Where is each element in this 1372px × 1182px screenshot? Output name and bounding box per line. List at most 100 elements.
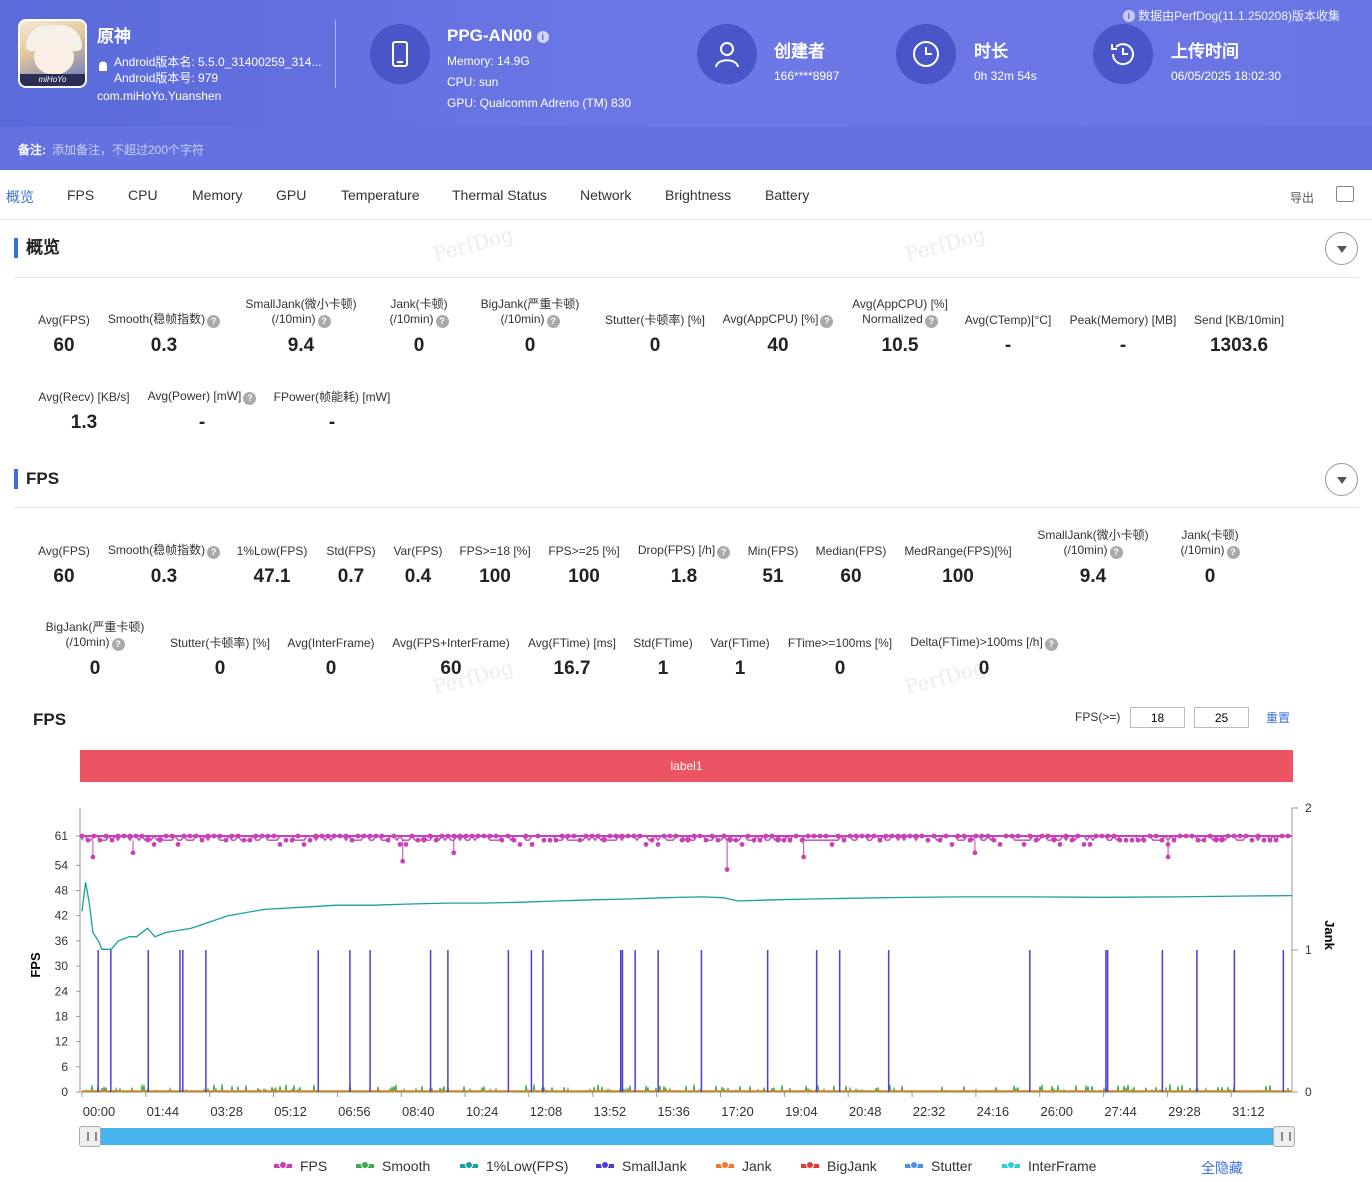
fps-point bbox=[79, 833, 85, 839]
fps-point bbox=[727, 837, 733, 843]
metric-value: 100 bbox=[479, 566, 511, 587]
help-icon[interactable]: ? bbox=[1226, 546, 1240, 559]
hide-all-button[interactable]: 全隐藏 bbox=[1201, 1160, 1243, 1176]
fps-point bbox=[109, 837, 115, 843]
help-icon[interactable]: ? bbox=[717, 546, 731, 559]
help-icon[interactable]: ? bbox=[435, 315, 449, 328]
fps-point bbox=[133, 833, 139, 839]
tab-battery[interactable]: Battery bbox=[765, 187, 810, 203]
slider-handle-left[interactable] bbox=[79, 1126, 101, 1147]
time-range-slider[interactable] bbox=[79, 1126, 1295, 1147]
smooth-series bbox=[82, 1084, 1291, 1094]
export-button[interactable]: 导出 bbox=[1289, 191, 1314, 205]
fps-point bbox=[655, 841, 661, 847]
legend-item[interactable]: 1%Low(FPS) bbox=[460, 1158, 590, 1174]
tab-network[interactable]: Network bbox=[580, 187, 632, 203]
tab-thermal-status[interactable]: Thermal Status bbox=[452, 187, 547, 203]
help-icon[interactable]: ? bbox=[1109, 546, 1123, 559]
fps-point bbox=[1249, 837, 1255, 843]
metric-card: FPS>=18 [%] 100 bbox=[420, 529, 570, 588]
fps-point bbox=[811, 833, 817, 839]
legend-item[interactable]: BigJank bbox=[801, 1158, 931, 1174]
metric-label: Avg(CTemp)[°C] bbox=[964, 313, 1052, 327]
help-icon[interactable]: ? bbox=[546, 315, 560, 328]
fps-point bbox=[835, 833, 841, 839]
slider-handle-right[interactable] bbox=[1273, 1126, 1295, 1147]
y-axis-label: FPS bbox=[28, 952, 43, 978]
y-tick-label: 61 bbox=[55, 829, 69, 843]
fps-collapse-button[interactable] bbox=[1325, 463, 1358, 496]
legend-item[interactable]: Smooth bbox=[356, 1158, 486, 1174]
y-tick-label: 6 bbox=[61, 1060, 68, 1074]
remark-input[interactable]: 添加备注，不超过200个字符 bbox=[52, 143, 205, 157]
fps-point bbox=[289, 837, 295, 843]
fps-point bbox=[853, 833, 859, 839]
y-tick-label: 36 bbox=[55, 934, 69, 948]
fps-point bbox=[955, 833, 961, 839]
fps-point bbox=[85, 837, 91, 843]
metric-card: Std(FPS) 0.7 bbox=[276, 529, 426, 588]
reset-button[interactable]: 重置 bbox=[1266, 711, 1291, 725]
overview-collapse-button[interactable] bbox=[1325, 232, 1358, 265]
legend-label: Smooth bbox=[382, 1158, 431, 1174]
fps-point bbox=[415, 837, 421, 843]
tab-fps[interactable]: FPS bbox=[67, 187, 95, 203]
metric-card: Drop(FPS) [/h]? 1.8 bbox=[609, 529, 759, 588]
fps-threshold-1-input[interactable] bbox=[1130, 707, 1185, 728]
fps-point bbox=[379, 833, 385, 839]
legend-item[interactable]: FPS bbox=[274, 1158, 404, 1174]
fps-point bbox=[787, 837, 793, 843]
fps-point bbox=[373, 833, 379, 839]
legend-item[interactable]: Jank bbox=[716, 1158, 846, 1174]
fps-point bbox=[187, 833, 193, 839]
y-tick-label: 0 bbox=[61, 1085, 68, 1099]
help-icon[interactable]: ? bbox=[243, 392, 257, 405]
y2-tick-label: 1 bbox=[1305, 943, 1312, 957]
tab-temperature[interactable]: Temperature bbox=[341, 187, 420, 203]
fps-point bbox=[1117, 837, 1123, 843]
tab-overview[interactable]: 概览 bbox=[6, 189, 34, 205]
help-icon[interactable]: ? bbox=[924, 315, 938, 328]
y-tick-label: 48 bbox=[55, 884, 69, 898]
tab-gpu[interactable]: GPU bbox=[276, 187, 307, 203]
metric-value: 47.1 bbox=[253, 566, 291, 587]
x-tick-label: 24:16 bbox=[977, 1104, 1010, 1119]
tab-brightness[interactable]: Brightness bbox=[665, 187, 732, 203]
fps-dip-point bbox=[90, 854, 96, 860]
metric-value: 0 bbox=[978, 658, 990, 679]
fps-point bbox=[181, 833, 187, 839]
remark-label: 备注: bbox=[18, 143, 46, 157]
overview-section-title: 概览 bbox=[14, 238, 60, 258]
fps-threshold-2-input[interactable] bbox=[1194, 707, 1249, 728]
metric-value: 0 bbox=[89, 658, 101, 679]
fps-point bbox=[1279, 833, 1285, 839]
legend-item[interactable]: InterFrame bbox=[1002, 1158, 1132, 1174]
export-icon[interactable] bbox=[1336, 186, 1354, 202]
tab-memory[interactable]: Memory bbox=[192, 187, 243, 203]
metric-label: FTime>=100ms [%] bbox=[787, 636, 893, 650]
help-icon[interactable]: ? bbox=[111, 638, 125, 651]
help-icon[interactable]: ? bbox=[820, 315, 834, 328]
help-icon[interactable]: ? bbox=[1044, 638, 1058, 651]
help-icon[interactable]: ? bbox=[317, 315, 331, 328]
chart-title: FPS bbox=[33, 710, 67, 729]
device-info-icon[interactable]: i bbox=[536, 31, 549, 43]
legend-item[interactable]: SmallJank bbox=[596, 1158, 726, 1174]
legend-label: SmallJank bbox=[622, 1158, 687, 1174]
legend-item[interactable]: Stutter bbox=[905, 1158, 1035, 1174]
fps-point bbox=[553, 837, 559, 843]
fps-point bbox=[1099, 833, 1105, 839]
fps-point bbox=[685, 837, 691, 843]
fps-point bbox=[691, 833, 697, 839]
fps-point bbox=[535, 833, 541, 839]
fps-dip-point bbox=[130, 850, 136, 856]
fps-point bbox=[643, 841, 649, 847]
help-icon[interactable]: ? bbox=[207, 546, 221, 559]
x-tick-label: 17:20 bbox=[721, 1104, 754, 1119]
help-icon[interactable]: ? bbox=[207, 315, 221, 328]
fps-point bbox=[277, 841, 283, 847]
label-bar[interactable]: label1 bbox=[80, 750, 1293, 782]
tab-cpu[interactable]: CPU bbox=[128, 187, 158, 203]
fps-point bbox=[1111, 833, 1117, 839]
